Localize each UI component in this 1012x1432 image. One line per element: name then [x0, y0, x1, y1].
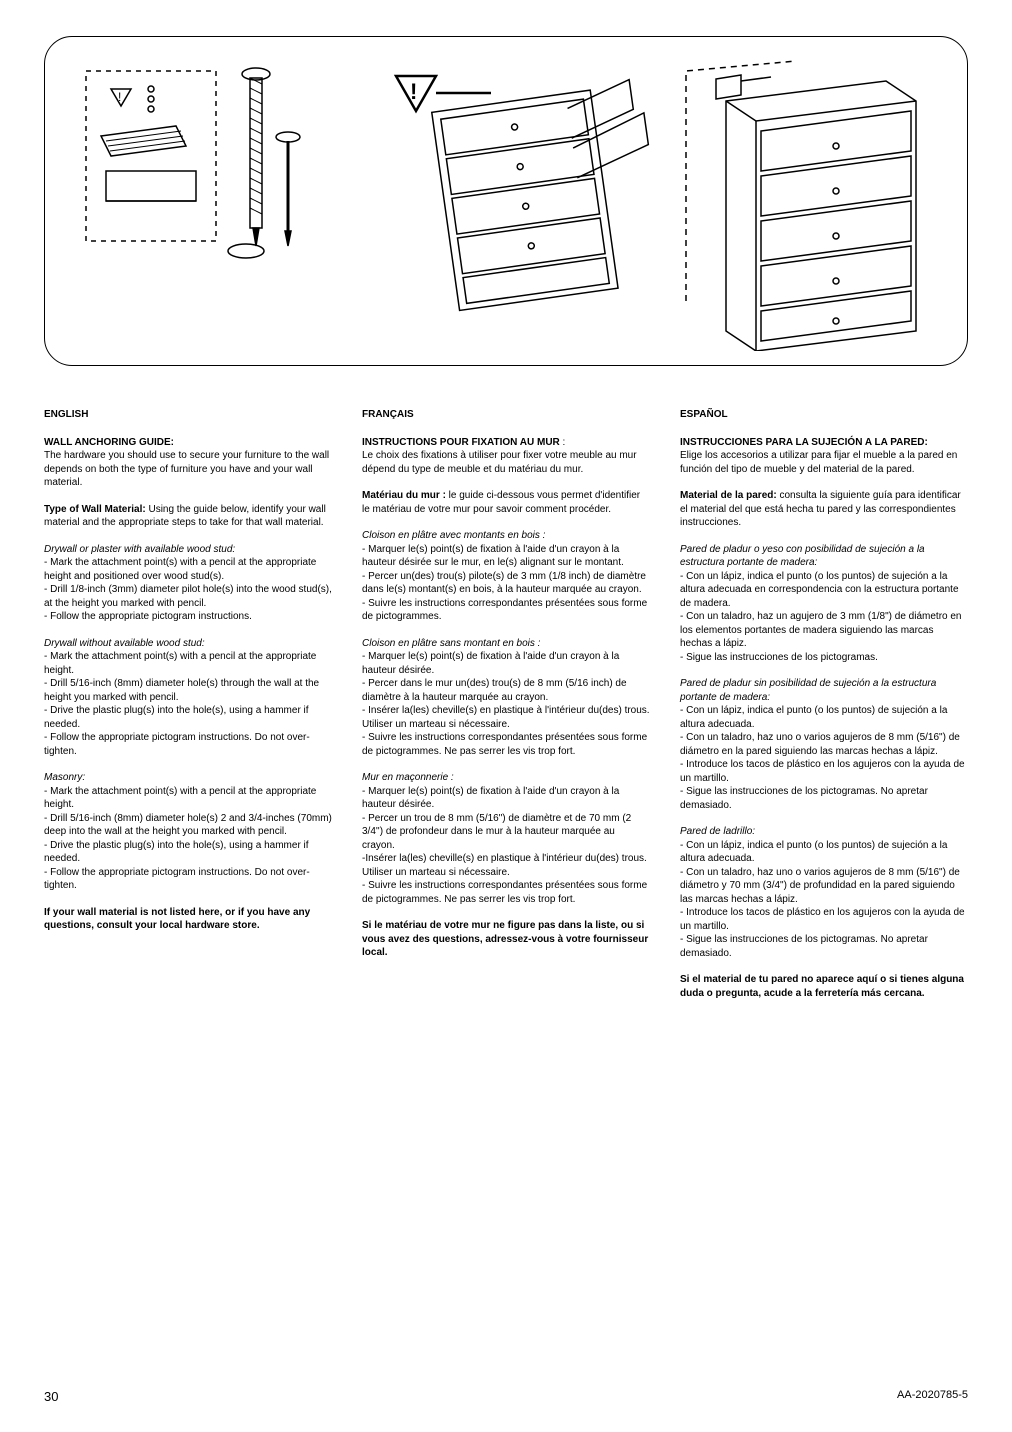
- type-heading-en: Type of Wall Material:: [44, 504, 146, 515]
- svg-text:!: !: [410, 79, 417, 104]
- lang-heading-en: ENGLISH: [44, 408, 332, 422]
- guide-colon-fr: :: [560, 437, 566, 448]
- text-columns: ENGLISH WALL ANCHORING GUIDE: The hardwar…: [44, 408, 968, 1013]
- column-francais: FRANÇAIS INSTRUCTIONS POUR FIXATION AU M…: [362, 408, 650, 1013]
- guide-para-es: INSTRUCCIONES PARA LA SUJECIÓN A LA PARE…: [680, 436, 968, 477]
- drywall-nostud-heading-en: Drywall without available wood stud:: [44, 638, 205, 649]
- guide-para-fr: INSTRUCTIONS POUR FIXATION AU MUR : Le ch…: [362, 436, 650, 477]
- closing-es: Si el material de tu pared no aparece aq…: [680, 973, 968, 1000]
- pladur2-heading-es: Pared de pladur sin posibilidad de sujec…: [680, 678, 936, 703]
- mur-heading-fr: Mur en maçonnerie :: [362, 771, 650, 785]
- pladur2-es: Pared de pladur sin posibilidad de sujec…: [680, 677, 968, 812]
- guide-heading-es: INSTRUCCIONES PARA LA SUJECIÓN A LA PARE…: [680, 437, 928, 448]
- closing-fr: Si le matériau de votre mur ne figure pa…: [362, 919, 650, 960]
- guide-heading-fr: INSTRUCTIONS POUR FIXATION AU MUR: [362, 437, 560, 448]
- page-number: 30: [44, 1388, 58, 1406]
- material-heading-es: Material de la pared:: [680, 490, 777, 501]
- lang-heading-fr: FRANÇAIS: [362, 408, 650, 422]
- guide-body-fr: Le choix des fixations à utiliser pour f…: [362, 450, 637, 475]
- lang-heading-es: ESPAÑOL: [680, 408, 968, 422]
- wall-anchor-illustration: !: [66, 51, 946, 351]
- guide-heading-en: WALL ANCHORING GUIDE:: [44, 437, 174, 448]
- materiau-heading-fr: Matériau du mur :: [362, 490, 446, 501]
- pladur2-body-es: - Con un lápiz, indica el punto (o los p…: [680, 705, 965, 811]
- mur-body-fr: - Marquer le(s) point(s) de fixation à l…: [362, 785, 650, 907]
- page: !: [0, 0, 1012, 1432]
- drywall-stud-body-en: - Mark the attachment point(s) with a pe…: [44, 556, 332, 624]
- guide-para-en: WALL ANCHORING GUIDE: The hardware you sh…: [44, 436, 332, 490]
- pladur1-heading-es: Pared de pladur o yeso con posibilidad d…: [680, 543, 968, 570]
- cloison2-body-fr: - Marquer le(s) point(s) de fixation à l…: [362, 651, 650, 757]
- cloison1-body-fr: - Marquer le(s) point(s) de fixation à l…: [362, 544, 647, 623]
- cloison2-fr: Cloison en plâtre sans montant en bois :…: [362, 637, 650, 759]
- masonry-body-en: - Mark the attachment point(s) with a pe…: [44, 785, 332, 893]
- document-id: AA-2020785-5: [897, 1388, 968, 1406]
- drywall-nostud-en: Drywall without available wood stud: - Ma…: [44, 637, 332, 759]
- drywall-nostud-body-en: - Mark the attachment point(s) with a pe…: [44, 651, 319, 757]
- cloison1-heading-fr: Cloison en plâtre avec montants en bois …: [362, 530, 545, 541]
- type-para-en: Type of Wall Material: Using the guide b…: [44, 503, 332, 530]
- column-espanol: ESPAÑOL INSTRUCCIONES PARA LA SUJECIÓN A…: [680, 408, 968, 1013]
- closing-en: If your wall material is not listed here…: [44, 906, 332, 933]
- guide-body-en: The hardware you should use to secure yo…: [44, 450, 329, 488]
- ladrillo-body-es: - Con un lápiz, indica el punto (o los p…: [680, 839, 968, 961]
- cloison2-heading-fr: Cloison en plâtre sans montant en bois :: [362, 638, 540, 649]
- guide-body-es: Elige los accesorios a utilizar para fij…: [680, 450, 957, 475]
- pladur1-body-es: - Con un lápiz, indica el punto (o los p…: [680, 570, 968, 665]
- drywall-stud-heading-en: Drywall or plaster with available wood s…: [44, 543, 332, 557]
- ladrillo-heading-es: Pared de ladrillo:: [680, 825, 968, 839]
- material-para-es: Material de la pared: consulta la siguie…: [680, 489, 968, 530]
- column-english: ENGLISH WALL ANCHORING GUIDE: The hardwar…: [44, 408, 332, 1013]
- masonry-heading-en: Masonry:: [44, 771, 332, 785]
- footer: 30 AA-2020785-5: [44, 1388, 968, 1406]
- cloison1-fr: Cloison en plâtre avec montants en bois …: [362, 529, 650, 624]
- illustration-box: !: [44, 36, 968, 366]
- materiau-para-fr: Matériau du mur : le guide ci-dessous vo…: [362, 489, 650, 516]
- svg-text:!: !: [118, 90, 121, 104]
